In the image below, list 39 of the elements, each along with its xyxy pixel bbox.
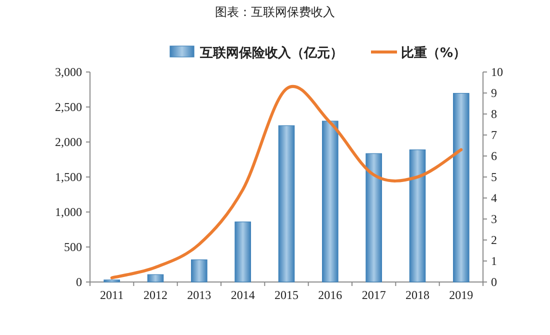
y2-tick-label: 3 bbox=[491, 212, 497, 226]
x-tick-label: 2017 bbox=[362, 288, 386, 302]
y2-tick-label: 1 bbox=[491, 254, 497, 268]
bar bbox=[191, 259, 208, 282]
x-tick-label: 2018 bbox=[406, 288, 430, 302]
y-tick-label: 500 bbox=[64, 240, 82, 254]
y-tick-label: 1,000 bbox=[55, 205, 82, 219]
x-tick-label: 2016 bbox=[318, 288, 342, 302]
y2-tick-label: 9 bbox=[491, 86, 497, 100]
x-tick-label: 2014 bbox=[230, 288, 255, 302]
y2-tick-label: 4 bbox=[491, 191, 497, 205]
x-tick-label: 2013 bbox=[187, 288, 212, 302]
bar bbox=[409, 149, 426, 282]
bar bbox=[147, 274, 164, 282]
y2-tick-label: 7 bbox=[491, 128, 497, 142]
x-tick-label: 2011 bbox=[100, 288, 124, 302]
y2-tick-label: 6 bbox=[491, 149, 497, 163]
y2-tick-label: 8 bbox=[491, 107, 497, 121]
bar bbox=[322, 120, 338, 282]
y-tick-label: 0 bbox=[76, 275, 82, 289]
x-tick-label: 2015 bbox=[274, 288, 298, 302]
y-tick-label: 3,000 bbox=[55, 65, 82, 79]
y2-tick-label: 0 bbox=[491, 275, 497, 289]
legend-label: 互联网保险收入（亿元） bbox=[199, 45, 343, 61]
y-tick-label: 2,500 bbox=[55, 100, 82, 114]
chart-title: 图表：互联网保费收入 bbox=[215, 5, 335, 19]
x-tick-label: 2012 bbox=[144, 288, 168, 302]
y2-tick-label: 10 bbox=[491, 65, 503, 79]
bar bbox=[366, 153, 382, 282]
bar bbox=[453, 92, 470, 282]
y2-tick-label: 2 bbox=[491, 233, 497, 247]
legend-label: 比重（%） bbox=[401, 45, 466, 61]
y-tick-label: 2,000 bbox=[55, 135, 82, 149]
bar bbox=[104, 280, 120, 282]
bar bbox=[234, 222, 251, 282]
x-tick-label: 2019 bbox=[449, 288, 474, 302]
bar bbox=[278, 125, 295, 282]
y-tick-label: 1,500 bbox=[55, 170, 82, 184]
y2-tick-label: 5 bbox=[491, 170, 497, 184]
